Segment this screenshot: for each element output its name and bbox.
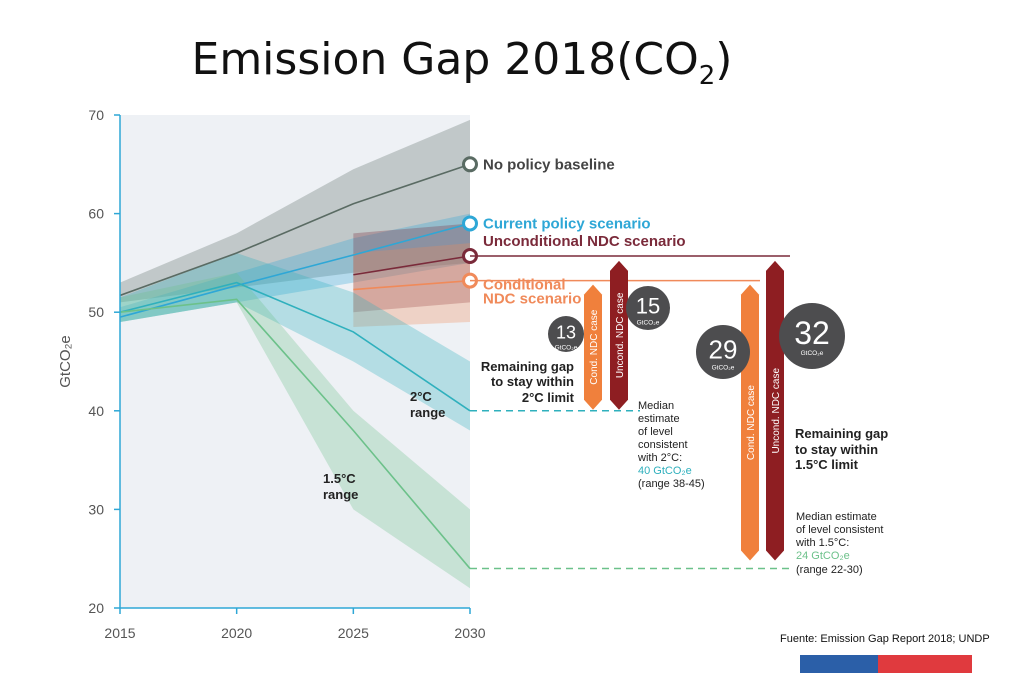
band-onefive <box>120 272 470 589</box>
onefive-median-2: of level consistent <box>796 524 883 536</box>
label-uncond-ndc: Unconditional NDC scenario <box>483 233 686 250</box>
x-tick-label: 2020 <box>221 625 252 641</box>
y-tick-label: 30 <box>88 501 104 517</box>
two-deg-cond-bar-label: Cond. NDC case <box>589 309 600 384</box>
x-tick-label: 2030 <box>454 625 485 641</box>
x-tick-label: 2015 <box>104 625 135 641</box>
label-cond-ndc-1: Conditional <box>483 277 566 294</box>
label-no-policy: No policy baseline <box>483 156 615 173</box>
two-deg-remaining-1: Remaining gap <box>481 359 574 374</box>
two-deg-cond-bar <box>584 284 602 410</box>
onefive-median-value: 24 GtCO₂e <box>796 550 850 562</box>
two-deg-median-3: of level <box>638 426 673 438</box>
flag-logo <box>800 655 972 673</box>
label-current-policy: Current policy scenario <box>483 215 651 232</box>
page-title: Emission Gap 2018(CO2) <box>191 34 733 91</box>
onefive-uncond-gap-circle-value: 32 <box>794 315 830 351</box>
y-tick-label: 60 <box>88 206 104 222</box>
two-deg-uncond-bar-label: Uncond. NDC case <box>615 292 626 378</box>
two-deg-uncond-gap-circle-unit: GtCO₂e <box>637 320 660 327</box>
onefive-cond-bar-label: Cond. NDC case <box>746 385 757 460</box>
line-current <box>119 222 471 318</box>
onefive-cond-gap-circle-value: 29 <box>709 335 738 365</box>
end-marker-baseline <box>462 156 478 173</box>
onefive-uncond-gap-circle-unit: GtCO₂e <box>801 350 824 357</box>
two-deg-median-1: Median <box>638 400 674 412</box>
onefive-remaining-2: to stay within <box>795 442 878 457</box>
two-deg-median-2: estimate <box>638 413 680 425</box>
onefive-remaining-3: 1.5°C limit <box>795 457 859 472</box>
band-baseline <box>120 119 470 303</box>
two-deg-uncond-gap-circle-value: 15 <box>636 294 660 319</box>
onefive-cond-gap-circle-unit: GtCO₂e <box>712 365 735 372</box>
label-onefive-2: range <box>323 487 358 502</box>
band-uncond <box>353 223 470 313</box>
two-deg-remaining-2: to stay within <box>491 374 574 389</box>
two-deg-median-range: (range 38-45) <box>638 478 705 490</box>
label-two-deg-1: 2°C <box>410 389 432 404</box>
two-deg-remaining-3: 2°C limit <box>522 390 575 405</box>
onefive-median-3: with 1.5°C: <box>795 537 849 549</box>
line-cond <box>353 279 471 291</box>
line-onefive <box>119 298 471 570</box>
end-marker-current <box>462 215 478 232</box>
onefive-median-1: Median estimate <box>796 511 877 523</box>
label-two-deg-2: range <box>410 405 445 420</box>
line-uncond <box>353 255 471 276</box>
two-deg-median-4: consistent <box>638 439 688 451</box>
onefive-cond-gap-circle <box>696 325 750 379</box>
two-deg-uncond-gap-circle <box>626 286 670 330</box>
two-deg-cond-gap-circle-unit: GtCO₂e <box>555 345 578 352</box>
onefive-remaining-1: Remaining gap <box>795 426 888 441</box>
line-two_deg <box>119 281 471 412</box>
onefive-uncond-gap-circle <box>779 303 845 369</box>
two-deg-uncond-bar <box>610 260 628 410</box>
onefive-median-range: (range 22-30) <box>796 564 863 576</box>
two-deg-median-5: with 2°C: <box>637 452 682 464</box>
y-tick-label: 20 <box>88 600 104 616</box>
plot-background <box>120 115 470 608</box>
y-tick-label: 50 <box>88 304 104 320</box>
source-note: Fuente: Emission Gap Report 2018; UNDP <box>780 633 990 645</box>
two-deg-cond-gap-circle-value: 13 <box>556 323 576 343</box>
y-tick-label: 40 <box>88 403 104 419</box>
two-deg-cond-gap-circle <box>548 316 584 352</box>
band-two_deg <box>120 253 470 431</box>
two-deg-median-value: 40 GtCO₂e <box>638 465 692 477</box>
onefive-uncond-bar-label: Uncond. NDC case <box>771 368 782 454</box>
label-onefive-1: 1.5°C <box>323 471 356 486</box>
line-baseline <box>119 163 471 297</box>
y-tick-label: 70 <box>88 107 104 123</box>
label-cond-ndc-2: NDC scenario <box>483 291 581 308</box>
y-axis-label: GtCO₂e <box>57 335 74 388</box>
x-tick-label: 2025 <box>338 625 369 641</box>
band-current <box>120 213 470 323</box>
